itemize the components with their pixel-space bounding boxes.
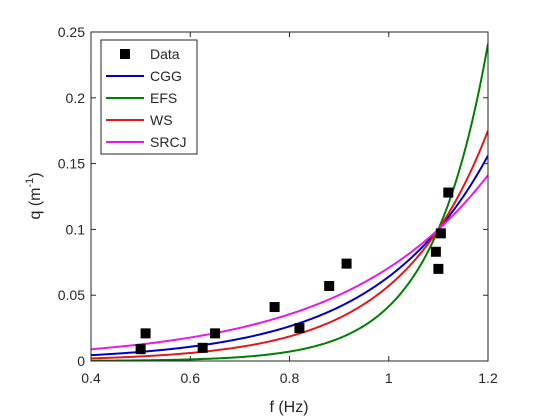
series-line-ws xyxy=(91,130,488,360)
y-axis-label-sup: -1 xyxy=(24,178,36,188)
series-line-cgg xyxy=(91,155,488,357)
y-tick-label: 0.05 xyxy=(58,287,85,303)
y-tick-label: 0 xyxy=(77,353,85,369)
y-axis-label-close: ) xyxy=(27,172,44,177)
data-point xyxy=(269,302,280,313)
y-tick-label: 0.25 xyxy=(58,24,85,40)
legend-label-efs: EFS xyxy=(150,90,177,106)
data-point xyxy=(433,263,444,274)
x-tick-label: 1.2 xyxy=(478,370,498,386)
series-line-efs xyxy=(91,43,488,361)
data-point xyxy=(324,280,335,291)
y-axis-label-main: q (m xyxy=(27,188,44,220)
data-point xyxy=(430,246,441,257)
legend-label-data: Data xyxy=(150,46,180,62)
legend-marker-data xyxy=(120,49,130,59)
series-line-srcj xyxy=(91,174,488,351)
data-points xyxy=(135,187,454,355)
x-tick-label: 0.4 xyxy=(81,370,101,386)
y-tick-label: 0.15 xyxy=(58,156,85,172)
legend: Data CGG EFS WS SRCJ xyxy=(100,39,198,155)
legend-label-ws: WS xyxy=(150,112,173,128)
axes xyxy=(90,31,489,362)
x-tick-label: 0.8 xyxy=(280,370,300,386)
y-tick-label: 0.1 xyxy=(66,221,86,237)
x-tick-label: 0.6 xyxy=(181,370,201,386)
data-point xyxy=(140,328,151,339)
data-point xyxy=(210,328,221,339)
tick-labels: 0.4 0.6 0.8 1 1.2 0 0.05 0.1 0.15 0.2 0.25 xyxy=(58,24,498,386)
y-tick-label: 0.2 xyxy=(66,90,86,106)
data-point xyxy=(197,342,208,353)
y-axis-label: q (m-1) xyxy=(24,172,44,219)
data-point xyxy=(135,344,146,355)
legend-label-cgg: CGG xyxy=(150,68,182,84)
data-point xyxy=(341,258,352,269)
data-point xyxy=(435,228,446,239)
x-axis-label: f (Hz) xyxy=(269,399,308,416)
data-point xyxy=(443,187,454,198)
data-point xyxy=(294,323,305,334)
fit-curves xyxy=(91,43,488,361)
legend-label-srcj: SRCJ xyxy=(150,134,187,150)
x-tick-label: 1 xyxy=(385,370,393,386)
